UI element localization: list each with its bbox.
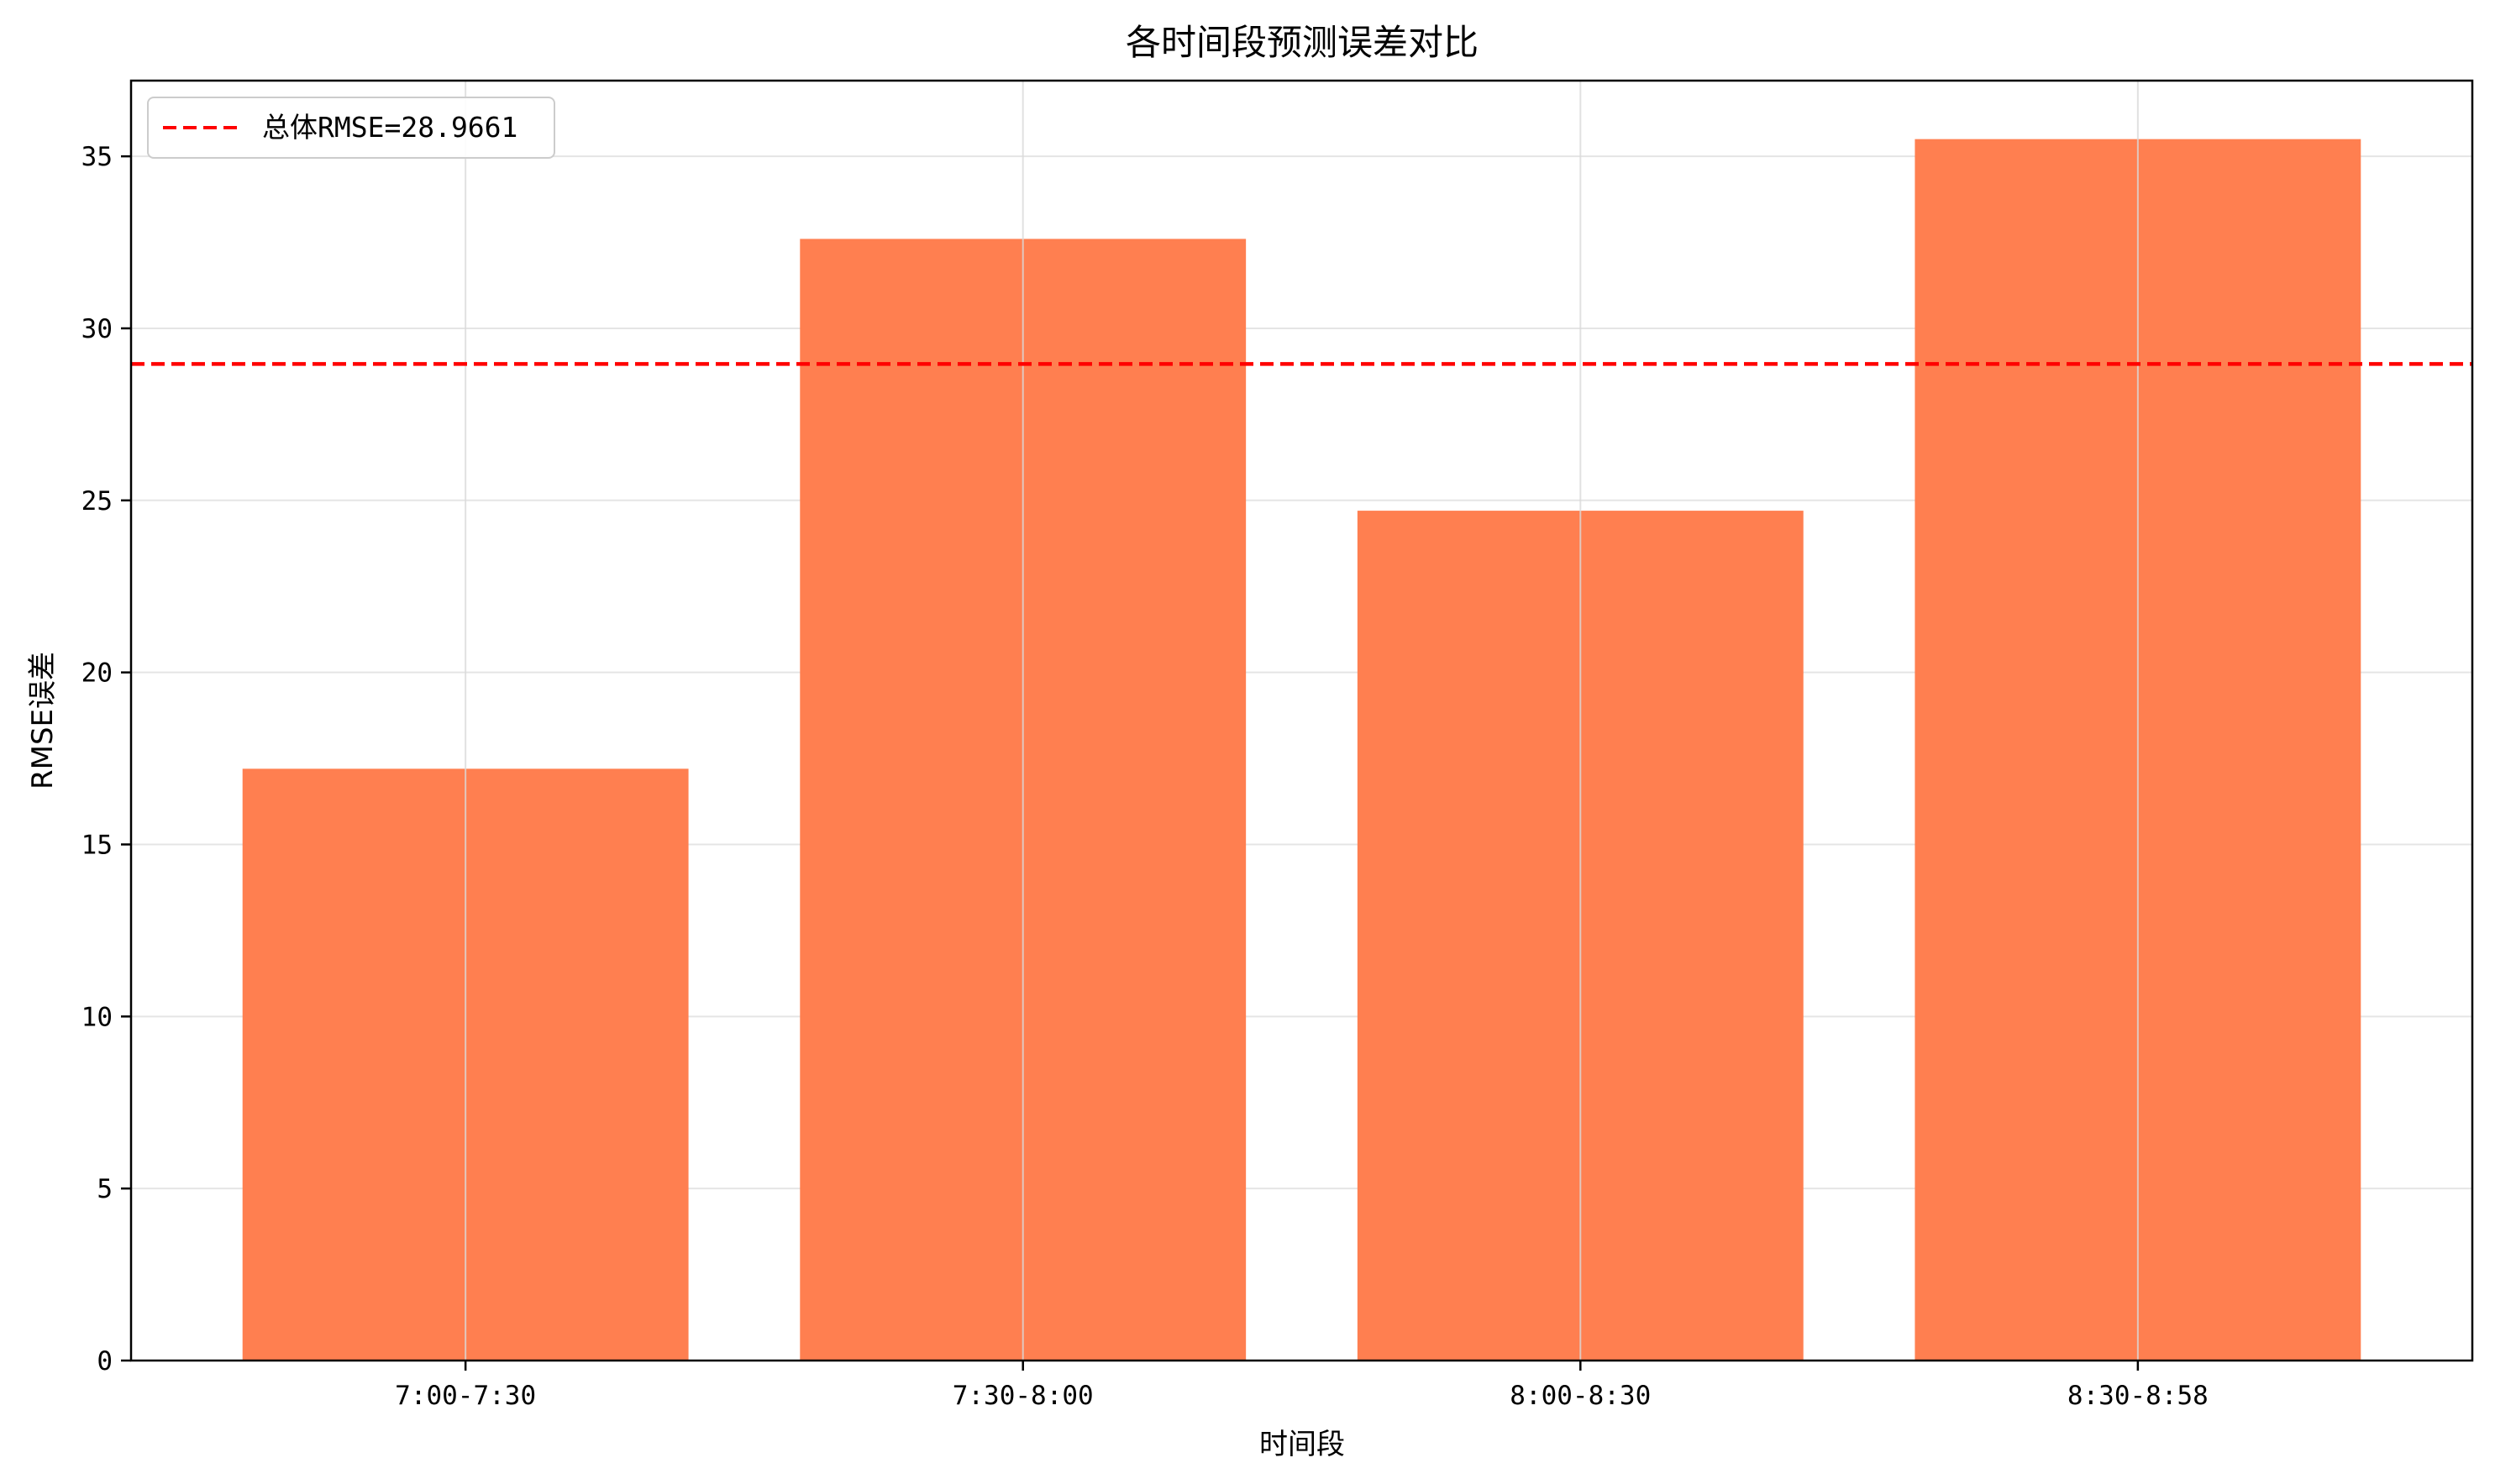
legend-label: 总体RMSE=28.9661: [262, 111, 517, 144]
x-axis-label: 时间段: [1259, 1428, 1345, 1461]
legend-box: [147, 97, 555, 159]
plot-frame: [129, 79, 2474, 1362]
legend: 总体RMSE=28.9661: [147, 97, 555, 159]
x-tick-label: 7:00-7:30: [395, 1381, 536, 1411]
y-tick-label: 30: [81, 314, 113, 344]
y-axis-ticks: 0 5 10 15 20 25 30 35: [81, 142, 131, 1377]
vertical-grid-lines: [465, 81, 2139, 1361]
y-axis-label: RMSE误差: [26, 652, 60, 789]
y-tick-label: 0: [97, 1346, 113, 1377]
chart-title: 各时间段预测误差对比: [1126, 22, 1479, 63]
x-tick-label: 8:30-8:58: [2067, 1381, 2209, 1411]
y-tick-label: 5: [97, 1174, 113, 1204]
y-tick-label: 35: [81, 142, 113, 172]
x-axis-ticks: 7:00-7:30 7:30-8:00 8:00-8:30 8:30-8:58: [395, 1361, 2209, 1411]
y-tick-label: 15: [81, 830, 113, 860]
x-tick-label: 7:30-8:00: [953, 1381, 1094, 1411]
y-tick-label: 25: [81, 486, 113, 517]
y-tick-label: 20: [81, 658, 113, 689]
x-tick-label: 8:00-8:30: [1510, 1381, 1651, 1411]
y-tick-label: 10: [81, 1002, 113, 1032]
